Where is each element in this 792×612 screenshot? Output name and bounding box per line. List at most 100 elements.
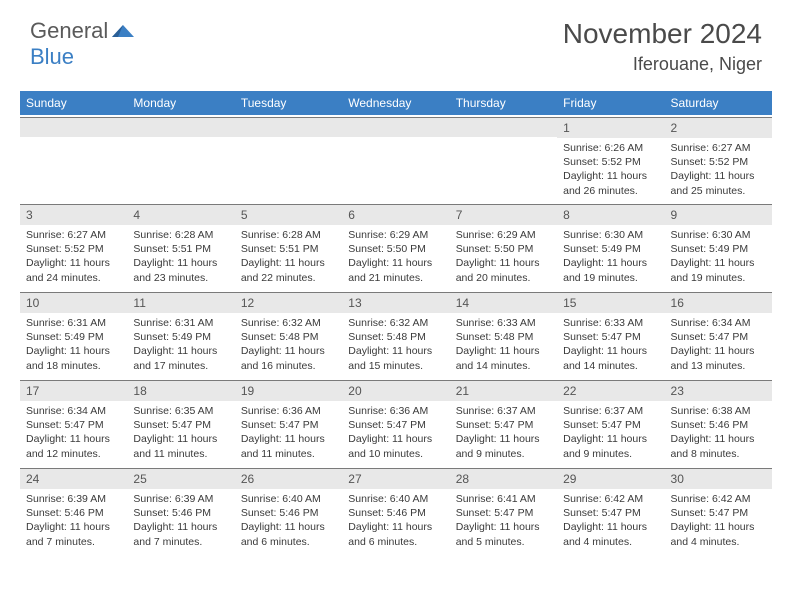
sunrise-text: Sunrise: 6:29 AM [348,228,443,242]
sunrise-text: Sunrise: 6:31 AM [133,316,228,330]
day-number: 30 [665,468,772,489]
day-detail: Sunrise: 6:42 AMSunset: 5:47 PMDaylight:… [665,489,772,553]
calendar-week-row: 3Sunrise: 6:27 AMSunset: 5:52 PMDaylight… [20,204,772,292]
calendar-day-cell: 25Sunrise: 6:39 AMSunset: 5:46 PMDayligh… [127,468,234,556]
day-detail: Sunrise: 6:40 AMSunset: 5:46 PMDaylight:… [235,489,342,553]
daylight-text: Daylight: 11 hours and 16 minutes. [241,344,336,372]
calendar-day-cell: 10Sunrise: 6:31 AMSunset: 5:49 PMDayligh… [20,292,127,380]
sunrise-text: Sunrise: 6:28 AM [241,228,336,242]
calendar-day-cell: 28Sunrise: 6:41 AMSunset: 5:47 PMDayligh… [450,468,557,556]
day-header-row: Sunday Monday Tuesday Wednesday Thursday… [20,91,772,116]
sunset-text: Sunset: 5:47 PM [563,330,658,344]
day-number: 17 [20,380,127,401]
daylight-text: Daylight: 11 hours and 14 minutes. [456,344,551,372]
sunrise-text: Sunrise: 6:34 AM [671,316,766,330]
day-detail: Sunrise: 6:41 AMSunset: 5:47 PMDaylight:… [450,489,557,553]
day-number: 12 [235,292,342,313]
daylight-text: Daylight: 11 hours and 9 minutes. [456,432,551,460]
daylight-text: Daylight: 11 hours and 15 minutes. [348,344,443,372]
day-number: 29 [557,468,664,489]
month-title: November 2024 [563,18,762,50]
sunset-text: Sunset: 5:50 PM [348,242,443,256]
day-detail: Sunrise: 6:34 AMSunset: 5:47 PMDaylight:… [665,313,772,377]
calendar-day-cell: 9Sunrise: 6:30 AMSunset: 5:49 PMDaylight… [665,204,772,292]
day-number-empty [20,117,127,137]
sunrise-text: Sunrise: 6:39 AM [133,492,228,506]
calendar-day-cell: 11Sunrise: 6:31 AMSunset: 5:49 PMDayligh… [127,292,234,380]
day-number: 9 [665,204,772,225]
day-detail: Sunrise: 6:29 AMSunset: 5:50 PMDaylight:… [450,225,557,289]
page-header: General November 2024 Iferouane, Niger [0,0,792,83]
day-detail: Sunrise: 6:26 AMSunset: 5:52 PMDaylight:… [557,138,664,202]
sunset-text: Sunset: 5:49 PM [563,242,658,256]
day-number: 14 [450,292,557,313]
daylight-text: Daylight: 11 hours and 4 minutes. [671,520,766,548]
sunrise-text: Sunrise: 6:32 AM [348,316,443,330]
day-number: 6 [342,204,449,225]
calendar-day-cell: 20Sunrise: 6:36 AMSunset: 5:47 PMDayligh… [342,380,449,468]
day-detail: Sunrise: 6:28 AMSunset: 5:51 PMDaylight:… [235,225,342,289]
daylight-text: Daylight: 11 hours and 11 minutes. [133,432,228,460]
calendar-day-cell: 17Sunrise: 6:34 AMSunset: 5:47 PMDayligh… [20,380,127,468]
day-number: 8 [557,204,664,225]
sunset-text: Sunset: 5:47 PM [456,418,551,432]
calendar-day-cell: 1Sunrise: 6:26 AMSunset: 5:52 PMDaylight… [557,116,664,204]
day-number: 26 [235,468,342,489]
sunset-text: Sunset: 5:47 PM [563,418,658,432]
daylight-text: Daylight: 11 hours and 5 minutes. [456,520,551,548]
day-detail: Sunrise: 6:40 AMSunset: 5:46 PMDaylight:… [342,489,449,553]
sunset-text: Sunset: 5:47 PM [671,506,766,520]
sunset-text: Sunset: 5:46 PM [671,418,766,432]
sunset-text: Sunset: 5:51 PM [133,242,228,256]
logo-text-blue: Blue [30,44,74,69]
calendar-day-cell: 7Sunrise: 6:29 AMSunset: 5:50 PMDaylight… [450,204,557,292]
day-detail: Sunrise: 6:39 AMSunset: 5:46 PMDaylight:… [20,489,127,553]
calendar-day-cell: 8Sunrise: 6:30 AMSunset: 5:49 PMDaylight… [557,204,664,292]
day-detail: Sunrise: 6:30 AMSunset: 5:49 PMDaylight:… [557,225,664,289]
day-header: Tuesday [235,91,342,116]
sunrise-text: Sunrise: 6:27 AM [26,228,121,242]
daylight-text: Daylight: 11 hours and 10 minutes. [348,432,443,460]
day-detail: Sunrise: 6:33 AMSunset: 5:48 PMDaylight:… [450,313,557,377]
sunrise-text: Sunrise: 6:40 AM [348,492,443,506]
calendar-day-cell: 30Sunrise: 6:42 AMSunset: 5:47 PMDayligh… [665,468,772,556]
sunrise-text: Sunrise: 6:30 AM [671,228,766,242]
calendar-day-cell: 15Sunrise: 6:33 AMSunset: 5:47 PMDayligh… [557,292,664,380]
calendar-day-cell: 3Sunrise: 6:27 AMSunset: 5:52 PMDaylight… [20,204,127,292]
calendar-day-cell: 12Sunrise: 6:32 AMSunset: 5:48 PMDayligh… [235,292,342,380]
day-number: 7 [450,204,557,225]
calendar-day-cell: 6Sunrise: 6:29 AMSunset: 5:50 PMDaylight… [342,204,449,292]
location-label: Iferouane, Niger [563,54,762,75]
day-number: 16 [665,292,772,313]
day-detail: Sunrise: 6:39 AMSunset: 5:46 PMDaylight:… [127,489,234,553]
day-number: 11 [127,292,234,313]
calendar-body: 1Sunrise: 6:26 AMSunset: 5:52 PMDaylight… [20,116,772,556]
daylight-text: Daylight: 11 hours and 13 minutes. [671,344,766,372]
calendar-week-row: 1Sunrise: 6:26 AMSunset: 5:52 PMDaylight… [20,116,772,204]
daylight-text: Daylight: 11 hours and 26 minutes. [563,169,658,197]
daylight-text: Daylight: 11 hours and 11 minutes. [241,432,336,460]
day-number: 2 [665,117,772,138]
sunrise-text: Sunrise: 6:39 AM [26,492,121,506]
daylight-text: Daylight: 11 hours and 19 minutes. [671,256,766,284]
sunset-text: Sunset: 5:46 PM [348,506,443,520]
sunset-text: Sunset: 5:52 PM [563,155,658,169]
sunrise-text: Sunrise: 6:38 AM [671,404,766,418]
sunset-text: Sunset: 5:52 PM [26,242,121,256]
sunset-text: Sunset: 5:51 PM [241,242,336,256]
daylight-text: Daylight: 11 hours and 20 minutes. [456,256,551,284]
daylight-text: Daylight: 11 hours and 6 minutes. [241,520,336,548]
day-detail: Sunrise: 6:42 AMSunset: 5:47 PMDaylight:… [557,489,664,553]
sunrise-text: Sunrise: 6:30 AM [563,228,658,242]
day-number: 25 [127,468,234,489]
day-header: Sunday [20,91,127,116]
sunset-text: Sunset: 5:47 PM [348,418,443,432]
daylight-text: Daylight: 11 hours and 23 minutes. [133,256,228,284]
sunset-text: Sunset: 5:50 PM [456,242,551,256]
day-detail: Sunrise: 6:28 AMSunset: 5:51 PMDaylight:… [127,225,234,289]
logo-text-general: General [30,18,108,44]
sunrise-text: Sunrise: 6:42 AM [563,492,658,506]
day-detail: Sunrise: 6:30 AMSunset: 5:49 PMDaylight:… [665,225,772,289]
day-header: Wednesday [342,91,449,116]
calendar-day-cell: 22Sunrise: 6:37 AMSunset: 5:47 PMDayligh… [557,380,664,468]
